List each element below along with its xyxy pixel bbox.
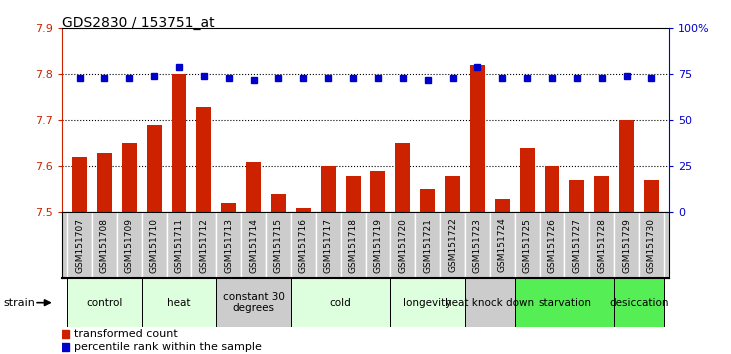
Bar (390, 212, 415, 278)
Bar (440, 212, 465, 278)
Text: GDS2830 / 153751_at: GDS2830 / 153751_at (62, 16, 215, 30)
Text: heat: heat (167, 298, 191, 308)
Bar (316, 212, 341, 278)
Text: longevity: longevity (404, 298, 452, 308)
Bar (569, 180, 584, 212)
Text: GSM151718: GSM151718 (349, 218, 357, 273)
Bar (415, 212, 440, 278)
Text: GSM151714: GSM151714 (249, 218, 258, 273)
Bar (197, 107, 211, 212)
Bar (117, 212, 142, 278)
Bar (122, 143, 137, 212)
Text: GSM151720: GSM151720 (398, 218, 407, 273)
Text: GSM151713: GSM151713 (224, 218, 233, 273)
Bar (147, 125, 162, 212)
Text: GSM151730: GSM151730 (647, 218, 656, 273)
Bar (246, 162, 261, 212)
Bar (92, 212, 117, 278)
Text: GSM151727: GSM151727 (572, 218, 581, 273)
Bar (167, 212, 192, 278)
Text: transformed count: transformed count (75, 329, 178, 339)
Text: GSM151724: GSM151724 (498, 218, 507, 272)
Bar (142, 278, 216, 327)
Bar (520, 148, 534, 212)
Bar (67, 212, 92, 278)
Bar (97, 153, 112, 212)
Text: GSM151725: GSM151725 (523, 218, 531, 273)
Bar (296, 208, 311, 212)
Bar (644, 180, 659, 212)
Bar (172, 74, 186, 212)
Bar (465, 212, 490, 278)
Text: desiccation: desiccation (609, 298, 669, 308)
Text: constant 30
degrees: constant 30 degrees (223, 292, 284, 314)
Bar (216, 212, 241, 278)
Bar (594, 176, 609, 212)
Text: control: control (86, 298, 123, 308)
Text: GSM151729: GSM151729 (622, 218, 631, 273)
Bar (291, 278, 390, 327)
Text: GSM151719: GSM151719 (374, 218, 382, 273)
Text: cold: cold (330, 298, 352, 308)
Bar (216, 278, 291, 327)
Bar (420, 189, 435, 212)
Text: strain: strain (4, 298, 36, 308)
Bar (490, 212, 515, 278)
Bar (515, 278, 614, 327)
Bar (341, 212, 366, 278)
Text: GSM151707: GSM151707 (75, 218, 84, 273)
Bar (619, 120, 634, 212)
Bar (465, 278, 515, 327)
Bar (291, 212, 316, 278)
Bar (515, 212, 539, 278)
Bar (192, 212, 216, 278)
Bar (241, 212, 266, 278)
Bar (589, 212, 614, 278)
Text: GSM151709: GSM151709 (125, 218, 134, 273)
Bar (545, 166, 559, 212)
Bar (321, 166, 336, 212)
Bar (266, 212, 291, 278)
Bar (639, 212, 664, 278)
Bar (564, 212, 589, 278)
Bar (445, 176, 460, 212)
Text: GSM151708: GSM151708 (100, 218, 109, 273)
Text: GSM151722: GSM151722 (448, 218, 457, 272)
Text: GSM151717: GSM151717 (324, 218, 333, 273)
Text: starvation: starvation (538, 298, 591, 308)
Bar (371, 171, 385, 212)
Bar (470, 65, 485, 212)
Text: GSM151711: GSM151711 (175, 218, 183, 273)
Text: GSM151721: GSM151721 (423, 218, 432, 273)
Text: heat knock down: heat knock down (445, 298, 534, 308)
Bar (614, 278, 664, 327)
Bar (271, 194, 286, 212)
Bar (366, 212, 390, 278)
Bar (67, 278, 142, 327)
Bar (495, 199, 510, 212)
Text: GSM151712: GSM151712 (200, 218, 208, 273)
Bar (221, 203, 236, 212)
Bar (395, 143, 410, 212)
Text: GSM151716: GSM151716 (299, 218, 308, 273)
Bar (390, 278, 465, 327)
Bar (539, 212, 564, 278)
Bar (72, 157, 87, 212)
Text: GSM151726: GSM151726 (548, 218, 556, 273)
Text: GSM151715: GSM151715 (274, 218, 283, 273)
Text: GSM151728: GSM151728 (597, 218, 606, 273)
Bar (142, 212, 167, 278)
Text: percentile rank within the sample: percentile rank within the sample (75, 342, 262, 352)
Text: GSM151710: GSM151710 (150, 218, 159, 273)
Bar (346, 176, 360, 212)
Text: GSM151723: GSM151723 (473, 218, 482, 273)
Bar (614, 212, 639, 278)
